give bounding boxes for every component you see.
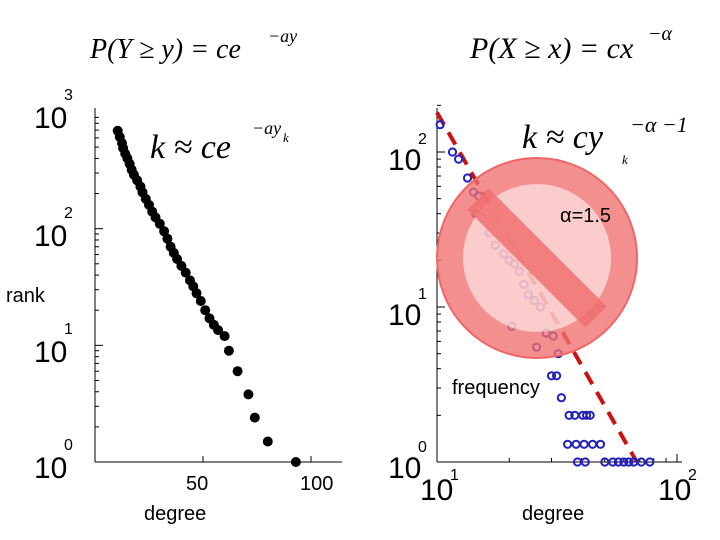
right-data-point xyxy=(564,410,574,420)
right-data-point xyxy=(636,457,646,467)
svg-text:P(X ≥ x) = cx: P(X ≥ x) = cx xyxy=(469,32,634,65)
right-data-point xyxy=(556,393,567,403)
left-xtick-100: 100 xyxy=(300,473,333,495)
svg-text:P(Y ≥ y) = ce: P(Y ≥ y) = ce xyxy=(89,34,241,65)
right-data-point xyxy=(435,120,445,130)
svg-text:0: 0 xyxy=(64,437,73,454)
right-data-point xyxy=(571,439,581,449)
right-data-point xyxy=(585,410,595,420)
left-data-point xyxy=(243,389,254,400)
right-annotation: k ≈ cy −α −1 k xyxy=(522,112,688,167)
right-data-point xyxy=(588,439,598,449)
left-data-point xyxy=(213,325,224,336)
formula-left: P(Y ≥ y) = ce −ay xyxy=(89,26,297,65)
svg-text:−ay: −ay xyxy=(252,118,281,138)
prohibition-sign-overlay xyxy=(436,157,638,359)
svg-text:2: 2 xyxy=(64,205,73,222)
svg-text:−ay: −ay xyxy=(268,26,297,46)
right-data-point xyxy=(447,147,458,157)
svg-text:3: 3 xyxy=(64,87,73,104)
svg-text:2: 2 xyxy=(688,467,697,484)
formula-right: P(X ≥ x) = cx −α xyxy=(469,23,672,65)
svg-text:−α −1: −α −1 xyxy=(630,112,688,137)
right-data-point xyxy=(552,371,562,381)
right-ytick-1: 10 xyxy=(388,452,421,485)
left-x-label: degree xyxy=(144,503,206,525)
svg-text:1: 1 xyxy=(418,286,427,303)
svg-text:2: 2 xyxy=(418,131,427,148)
right-data-point xyxy=(608,457,618,467)
right-x-label: degree xyxy=(522,503,584,525)
fit-label: α=1.5 xyxy=(560,205,611,227)
left-data-point xyxy=(249,412,260,423)
left-data-point xyxy=(223,345,234,356)
right-data-point xyxy=(645,457,655,467)
fit-line xyxy=(435,111,639,463)
right-data-point xyxy=(462,173,473,183)
left-data-point xyxy=(290,457,301,467)
left-annotation: k ≈ ce −ay k xyxy=(150,118,289,166)
svg-text:1: 1 xyxy=(450,467,459,484)
left-ytick-100: 10 xyxy=(34,220,67,253)
prohibition-slash xyxy=(467,188,607,328)
right-ytick-10: 10 xyxy=(388,299,421,332)
right-data-point xyxy=(579,439,589,449)
left-data-point xyxy=(191,288,202,299)
right-data-point xyxy=(582,410,592,420)
left-panel: 10 3 10 2 10 1 10 0 rank 50 100 degree k… xyxy=(6,87,342,525)
right-data-point xyxy=(454,154,464,164)
left-data-point xyxy=(262,436,273,447)
left-data-point xyxy=(154,218,165,229)
left-y-label: rank xyxy=(6,285,46,307)
left-ytick-10: 10 xyxy=(34,336,67,369)
left-data-point xyxy=(195,296,206,306)
right-data-point xyxy=(613,457,624,467)
svg-text:1: 1 xyxy=(64,321,73,338)
right-xtick-10: 10 xyxy=(420,474,453,507)
right-xtick-100: 10 xyxy=(658,474,691,507)
left-ytick-1000: 10 xyxy=(34,102,67,135)
left-data-point xyxy=(162,233,173,244)
right-data-point xyxy=(546,371,557,381)
left-scatter-points xyxy=(112,125,301,467)
svg-text:k: k xyxy=(283,130,289,145)
left-xtick-50: 50 xyxy=(186,473,208,495)
right-panel: 10 2 10 1 10 0 10 1 10 2 degree k ≈ cy −… xyxy=(388,104,697,525)
right-ytick-100: 10 xyxy=(388,144,421,177)
svg-text:k ≈ cy: k ≈ cy xyxy=(522,119,604,156)
right-data-point xyxy=(595,439,606,449)
left-data-point xyxy=(219,331,230,342)
left-data-point xyxy=(180,267,191,278)
left-ytick-1: 10 xyxy=(34,452,67,485)
svg-text:0: 0 xyxy=(418,439,427,456)
svg-text:k: k xyxy=(622,152,628,167)
right-data-point xyxy=(563,439,573,449)
left-data-point xyxy=(232,366,243,377)
right-data-point xyxy=(619,457,629,467)
svg-text:−α: −α xyxy=(648,23,672,45)
right-data-point xyxy=(624,457,634,467)
left-data-point xyxy=(200,305,211,316)
right-data-point xyxy=(580,457,590,467)
right-y-label: frequency xyxy=(452,377,540,399)
svg-text:k ≈ ce: k ≈ ce xyxy=(150,129,231,166)
